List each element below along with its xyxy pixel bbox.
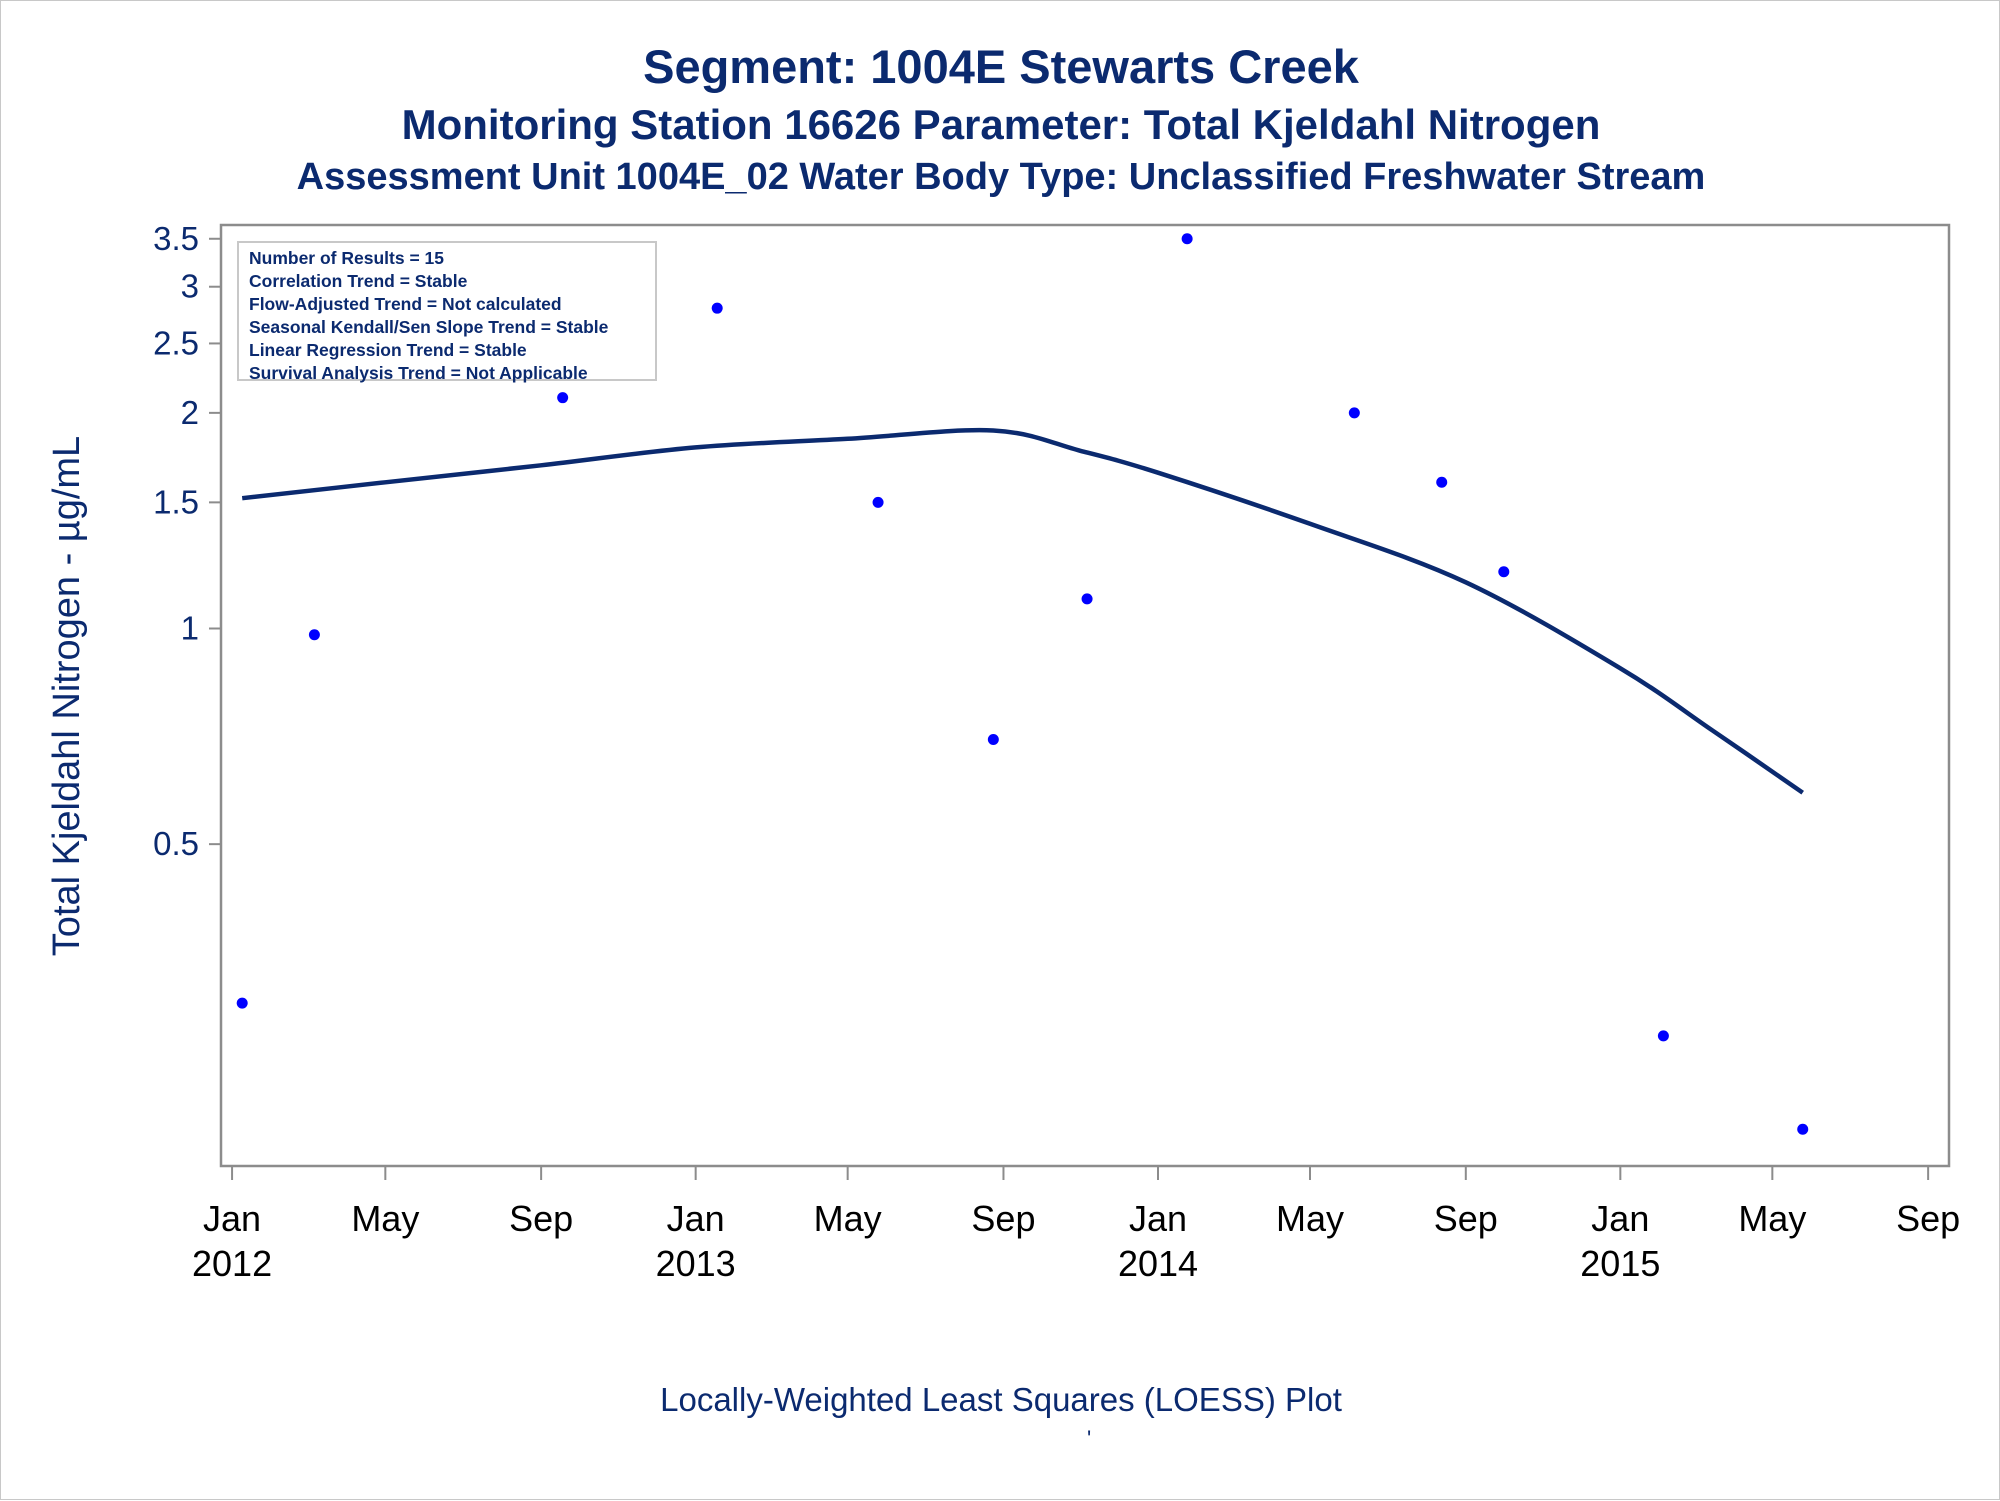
loess-curve-line [241,427,1804,795]
x-tick-year-label: 2012 [192,1243,272,1284]
x-tick-label: Jan [1129,1198,1187,1239]
y-tick-label: 1.5 [153,483,199,520]
chart-subtitle-assessment: Assessment Unit 1004E_02 Water Body Type… [296,156,1706,198]
data-point [1081,593,1093,605]
data-point [557,392,569,404]
y-tick-label: 0.5 [153,825,199,862]
x-tick-label: May [1738,1198,1806,1239]
y-tick-label: 3.5 [153,220,199,257]
chart-caption: Locally-Weighted Least Squares (LOESS) P… [660,1381,1342,1418]
y-tick-label: 2 [181,394,199,431]
y-tick-label: 2.5 [153,324,199,361]
x-tick-label: Sep [1896,1198,1960,1239]
caption-mark: ' [1087,1426,1092,1451]
data-point [1348,407,1360,419]
data-point [1657,1030,1669,1042]
y-tick-label: 3 [181,268,199,305]
trend-stats-box: Number of Results = 15 Correlation Trend… [237,241,657,383]
data-point [987,733,999,745]
data-point [1498,566,1510,578]
data-point [1797,1123,1809,1135]
data-point [1181,233,1193,245]
x-tick-label: May [351,1198,419,1239]
y-axis-label: Total Kjeldahl Nitrogen - µg/mL [46,436,88,956]
stat-correlation-trend: Correlation Trend = Stable [249,271,468,291]
data-point [872,496,884,508]
stat-seasonal-kendall-trend: Seasonal Kendall/Sen Slope Trend = Stabl… [249,317,609,337]
chart-title: Segment: 1004E Stewarts Creek [643,40,1359,93]
stat-number-of-results: Number of Results = 15 [249,248,444,268]
x-tick-year-label: 2014 [1118,1243,1198,1284]
chart-subtitle-station: Monitoring Station 16626 Parameter: Tota… [401,101,1601,148]
axes-layer: 0.5 1 1.5 2 2.5 3 3.5 Total Kjeldahl Nitrogen -… [46,220,1960,1284]
x-tick-year-label: 2015 [1580,1243,1660,1284]
stat-flow-adjusted-trend: Flow-Adjusted Trend = Not calculated [249,294,562,314]
x-tick-label: Jan [1591,1198,1649,1239]
loess-curve-layer [241,427,1804,795]
stat-survival-analysis-trend: Survival Analysis Trend = Not Applicable [249,363,588,383]
y-tick-label: 1 [181,610,199,647]
data-point [236,997,248,1009]
x-tick-label: Sep [509,1198,573,1239]
data-point [1436,476,1448,488]
stat-linear-regression-trend: Linear Regression Trend = Stable [249,340,527,360]
x-tick-label: Sep [1434,1198,1498,1239]
data-point [711,302,723,314]
x-tick-label: Jan [203,1198,261,1239]
x-tick-label: May [814,1198,882,1239]
x-tick-label: May [1276,1198,1344,1239]
x-tick-year-label: 2013 [656,1243,736,1284]
x-tick-label: Sep [971,1198,1035,1239]
x-tick-label: Jan [667,1198,725,1239]
data-point [308,629,320,641]
